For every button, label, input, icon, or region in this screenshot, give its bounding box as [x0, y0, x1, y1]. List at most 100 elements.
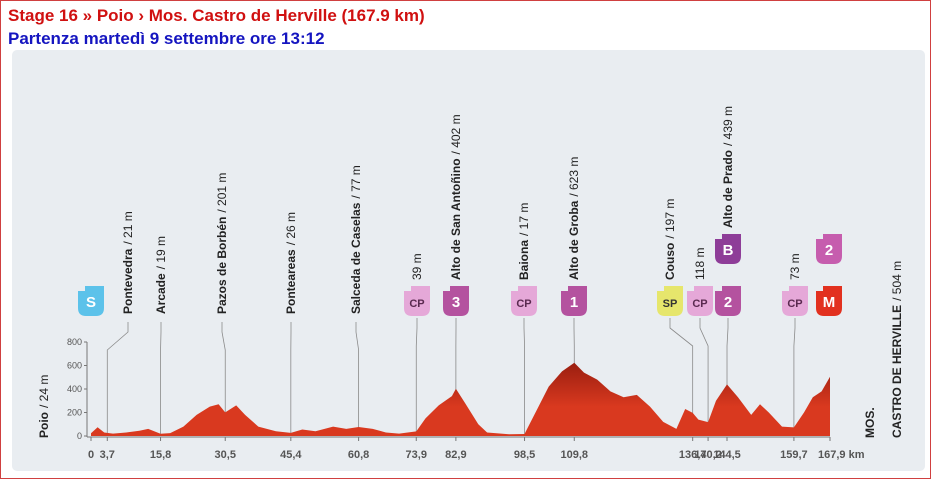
waypoint-elevation: / 201 m	[215, 173, 229, 213]
waypoint-label: 73 m	[788, 253, 802, 280]
badge-shape	[715, 234, 741, 264]
x-tick-label: 60,8	[348, 449, 369, 461]
subtitle: Partenza martedì 9 settembre ore 13:12	[8, 29, 325, 48]
waypoint-name: Poio	[37, 412, 51, 438]
waypoint-elevation: 118 m	[693, 248, 707, 280]
waypoint-elevation: / 24 m	[37, 375, 51, 408]
badge-shape	[511, 286, 537, 316]
waypoint-label: Alto de Prado / 439 m	[721, 106, 735, 228]
x-tick-label: 82,9	[445, 449, 466, 461]
x-tick-label: 144,5	[713, 449, 741, 461]
badge-shape	[687, 286, 713, 316]
waypoint-name: Couso	[663, 243, 677, 280]
waypoint-elevation: / 19 m	[154, 236, 168, 269]
badge-shape	[715, 286, 741, 316]
x-tick-label: 0	[88, 449, 94, 461]
badge: CP	[511, 286, 537, 316]
y-tick-label: 400	[67, 384, 82, 394]
badge-shape	[443, 286, 469, 316]
leader-line	[221, 322, 226, 436]
waypoint-label: 118 m	[693, 248, 707, 280]
leader-line	[669, 318, 694, 436]
badge-label: CP	[409, 298, 424, 310]
x-tick-label: 140,2	[694, 449, 722, 461]
badge: 1	[561, 286, 587, 316]
waypoint-label: Couso / 197 m	[663, 199, 677, 280]
waypoint-name: Alto de Prado	[721, 150, 735, 228]
badge-shape	[404, 286, 430, 316]
badge-label: 2	[825, 242, 833, 259]
leader-line	[415, 318, 418, 436]
badge: 3	[443, 286, 469, 316]
x-tick-label: 109,8	[561, 449, 589, 461]
waypoint-label: Baiona / 17 m	[517, 203, 531, 280]
waypoint-name: Baiona	[517, 240, 531, 280]
x-tick-label: 45,4	[280, 449, 302, 461]
badge-label: CP	[787, 298, 802, 310]
badge-label: 1	[570, 294, 578, 311]
title: Stage 16 » Poio › Mos. Castro de Hervill…	[8, 6, 425, 25]
badge-shape	[561, 286, 587, 316]
y-tick-label: 200	[67, 408, 82, 418]
waypoint-label: Pontevedra / 21 m	[121, 211, 135, 314]
badge-label: 3	[452, 294, 460, 311]
waypoint-name: CASTRO DE HERVILLE	[890, 305, 904, 438]
waypoint-elevation: / 439 m	[721, 106, 735, 146]
badge-label: SP	[663, 298, 678, 310]
waypoint-label: Poio / 24 m	[37, 375, 51, 438]
waypoint-label: Pazos de Borbén / 201 m	[215, 173, 229, 314]
leader-line	[355, 322, 360, 436]
x-tick-label: 30,5	[215, 449, 236, 461]
badge-label: 2	[724, 294, 732, 311]
waypoint-elevation: / 77 m	[349, 165, 363, 198]
waypoint-name: Alto de San Antoñino	[449, 158, 463, 280]
waypoint-elevation: / 17 m	[517, 203, 531, 236]
waypoint-name: Salceda de Caselas	[349, 202, 363, 314]
x-tick-label: 136,7	[679, 449, 707, 461]
badge: CP	[687, 286, 713, 316]
waypoint-elevation: / 623 m	[567, 157, 581, 197]
waypoint-label: MOS.	[863, 407, 877, 438]
badge: CP	[782, 286, 808, 316]
waypoint-label: Salceda de Caselas / 77 m	[349, 165, 363, 314]
badge-label: M	[823, 294, 836, 311]
waypoint-name: Alto de Groba	[567, 200, 581, 280]
waypoint-elevation: / 504 m	[890, 261, 904, 301]
x-tick-label: 159,7	[780, 449, 808, 461]
badge: S	[78, 286, 104, 316]
x-tick-label: 3,7	[100, 449, 115, 461]
waypoint-elevation: / 21 m	[121, 211, 135, 244]
leader-line	[106, 322, 129, 436]
waypoint-name: Pontevedra	[121, 248, 135, 314]
badge-shape	[782, 286, 808, 316]
badge-label: CP	[692, 298, 707, 310]
waypoint-elevation: 73 m	[788, 253, 802, 280]
leader-line	[523, 318, 525, 436]
waypoint-label: CASTRO DE HERVILLE / 504 m	[890, 261, 904, 438]
badge: SP	[657, 286, 683, 316]
badge-label: S	[86, 294, 96, 311]
panel	[12, 50, 925, 471]
waypoint-elevation: / 402 m	[449, 114, 463, 154]
badge-shape	[816, 286, 842, 316]
y-tick-label: 0	[77, 431, 82, 441]
waypoint-label: Ponteareas / 26 m	[284, 212, 298, 314]
badge: B	[715, 234, 741, 264]
badge: 2	[715, 286, 741, 316]
waypoint-label: 39 m	[410, 253, 424, 280]
badge-shape	[657, 286, 683, 316]
leader-line	[793, 318, 796, 436]
profile-area	[91, 362, 830, 436]
badge-shape	[816, 234, 842, 264]
badge-label: B	[723, 242, 734, 259]
badge-shape	[78, 286, 104, 316]
y-tick-label: 600	[67, 361, 82, 371]
waypoint-label: Alto de San Antoñino / 402 m	[449, 114, 463, 280]
badge-label: CP	[516, 298, 531, 310]
badge: M	[816, 286, 842, 316]
x-tick-label: 15,8	[150, 449, 171, 461]
leader-line	[699, 318, 709, 436]
waypoint-label: Arcade / 19 m	[154, 236, 168, 314]
waypoint-name: MOS.	[863, 407, 877, 438]
